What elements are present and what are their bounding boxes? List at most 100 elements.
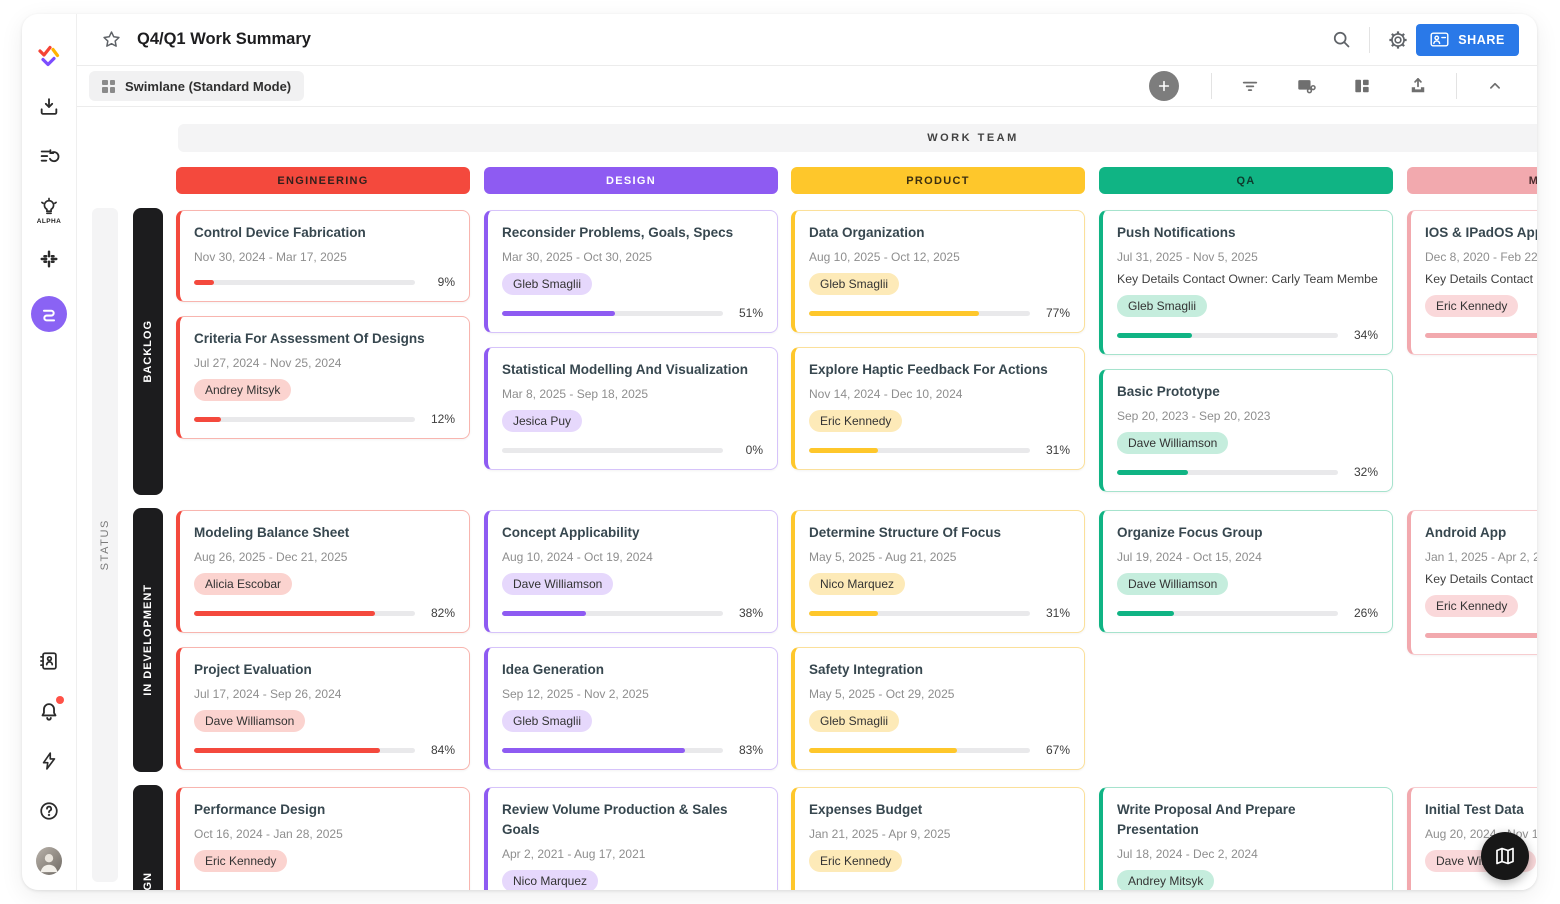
task-card[interactable]: Basic Prototype Sep 20, 2023 - Sep 20, 20… <box>1099 369 1393 492</box>
task-dates: Mar 8, 2025 - Sep 18, 2025 <box>502 387 649 401</box>
task-card[interactable]: Performance Design Oct 16, 2024 - Jan 28,… <box>176 787 470 890</box>
task-card[interactable]: Reconsider Problems, Goals, Specs Mar 30,… <box>484 210 778 333</box>
progress-track <box>502 747 723 753</box>
task-card[interactable]: Criteria For Assessment Of Designs Jul 27… <box>176 316 470 439</box>
task-card[interactable]: Safety Integration May 5, 2025 - Oct 29, … <box>791 647 1085 770</box>
notifications-bell-icon[interactable] <box>36 696 64 724</box>
task-dates: Apr 2, 2021 - Aug 17, 2021 <box>502 847 646 861</box>
progress-track <box>194 416 415 422</box>
app-logo[interactable] <box>36 44 62 70</box>
assignee-chip[interactable]: Dave Williamson <box>502 573 614 595</box>
progress-row: 82% <box>194 606 455 620</box>
import-tray-icon[interactable] <box>36 94 62 120</box>
task-card[interactable]: Modeling Balance Sheet Aug 26, 2025 - Dec… <box>176 510 470 633</box>
help-icon[interactable] <box>36 798 62 824</box>
progress-fill <box>1117 332 1193 338</box>
lane-label-in-development[interactable]: IN DEVELOPMENT <box>133 508 163 772</box>
workspace-icon[interactable] <box>36 246 62 272</box>
column-header-engineering[interactable]: ENGINEERING <box>176 167 470 194</box>
task-card[interactable]: Determine Structure Of Focus May 5, 2025 … <box>791 510 1085 633</box>
assignee-chip[interactable]: Gleb Smaglii <box>1117 295 1208 317</box>
column-header-mobile[interactable]: MOBILE <box>1407 167 1537 194</box>
task-title: Determine Structure Of Focus <box>809 525 1002 540</box>
task-dates: Jan 1, 2025 - Apr 2, 2025 <box>1425 550 1537 564</box>
card-stack: Performance Design Oct 16, 2024 - Jan 28,… <box>176 787 470 890</box>
assignee-chip[interactable]: Nico Marquez <box>502 870 599 890</box>
lane-label-backlog[interactable]: BACKLOG <box>133 208 163 495</box>
user-avatar[interactable] <box>36 847 62 875</box>
task-dates: May 5, 2025 - Aug 21, 2025 <box>809 550 957 564</box>
progress-row: 31% <box>809 443 1070 457</box>
assignee-chip[interactable]: Dave Williamson <box>1117 573 1229 595</box>
assignee-chip[interactable]: Dave Williamson <box>194 710 306 732</box>
assignee-chip[interactable]: Alicia Escobar <box>194 573 293 595</box>
progress-percent: 38% <box>738 606 763 620</box>
task-card[interactable]: Expenses Budget Jan 21, 2025 - Apr 9, 202… <box>791 787 1085 890</box>
task-card[interactable]: Project Evaluation Jul 17, 2024 - Sep 26,… <box>176 647 470 770</box>
add-task-button[interactable] <box>1149 71 1179 101</box>
task-title: Initial Test Data <box>1425 802 1524 817</box>
view-mode-chip[interactable]: Swimlane (Standard Mode) <box>89 71 305 101</box>
filter-icon[interactable] <box>1228 69 1272 103</box>
assignee-chip[interactable]: Eric Kennedy <box>1425 595 1519 617</box>
task-card[interactable]: IOS & IPadOS App Dec 8, 2020 - Feb 22, 20… <box>1407 210 1537 355</box>
column-header-design[interactable]: DESIGN <box>484 167 778 194</box>
task-dates: Oct 16, 2024 - Jan 28, 2025 <box>194 827 343 841</box>
task-card[interactable]: Control Device Fabrication Nov 30, 2024 -… <box>176 210 470 302</box>
collapse-chevron-icon[interactable] <box>1473 69 1517 103</box>
contacts-icon[interactable] <box>36 648 62 674</box>
assignee-chip[interactable]: Jesica Puy <box>502 410 583 432</box>
task-dates: Jul 31, 2025 - Nov 5, 2025 <box>1117 250 1258 264</box>
task-card[interactable]: Statistical Modelling And Visualization M… <box>484 347 778 470</box>
group-header-work-team[interactable]: WORK TEAM <box>178 124 1537 152</box>
share-button[interactable]: SHARE <box>1416 23 1519 56</box>
search-icon[interactable] <box>1323 22 1359 58</box>
settings-gear-icon[interactable] <box>1380 22 1416 58</box>
progress-percent: 51% <box>738 306 763 320</box>
task-card[interactable]: Data Organization Aug 10, 2025 - Oct 12, … <box>791 210 1085 333</box>
column-header-product[interactable]: PRODUCT <box>791 167 1085 194</box>
task-card[interactable]: Review Volume Production & Sales Goals Ap… <box>484 787 778 890</box>
swimlane-view-icon[interactable] <box>31 296 67 332</box>
progress-percent: 67% <box>1045 743 1070 757</box>
task-card[interactable]: Android App Jan 1, 2025 - Apr 2, 2025 Key … <box>1407 510 1537 655</box>
export-icon[interactable] <box>1396 69 1440 103</box>
task-card[interactable]: Push Notifications Jul 31, 2025 - Nov 5, … <box>1099 210 1393 355</box>
assignee-chip[interactable]: Gleb Smaglii <box>502 710 593 732</box>
task-card[interactable]: Write Proposal And Prepare Presentation J… <box>1099 787 1393 890</box>
task-history-icon[interactable] <box>36 144 62 170</box>
task-dates: Aug 10, 2025 - Oct 12, 2025 <box>809 250 960 264</box>
task-card[interactable]: Idea Generation Sep 12, 2025 - Nov 2, 202… <box>484 647 778 770</box>
card-stack: Determine Structure Of Focus May 5, 2025 … <box>791 510 1085 770</box>
assignee-chip[interactable]: Gleb Smaglii <box>502 273 593 295</box>
grid-icon <box>102 79 115 93</box>
assignee-chip[interactable]: Eric Kennedy <box>809 850 903 872</box>
task-card[interactable]: Concept Applicability Aug 10, 2024 - Oct … <box>484 510 778 633</box>
assignee-chip[interactable]: Gleb Smaglii <box>809 273 900 295</box>
assignee-chip[interactable]: Gleb Smaglii <box>809 710 900 732</box>
favorite-star-icon[interactable] <box>97 26 125 54</box>
assignee-chip[interactable]: Eric Kennedy <box>809 410 903 432</box>
quick-actions-lightning-icon[interactable] <box>36 748 62 774</box>
ideas-lamp-icon[interactable]: ALPHA <box>36 194 62 228</box>
assignee-chip[interactable]: Nico Marquez <box>809 573 906 595</box>
task-title: Project Evaluation <box>194 662 312 677</box>
card-settings-icon[interactable] <box>1284 69 1328 103</box>
progress-fill <box>194 279 214 285</box>
lane-label-in-design[interactable]: IN DESIGN <box>133 785 163 890</box>
assignee-chip[interactable]: Andrey Mitsyk <box>194 379 292 401</box>
assignee-chip[interactable]: Eric Kennedy <box>1425 295 1519 317</box>
progress-fill <box>809 447 878 453</box>
progress-fill <box>809 747 958 753</box>
task-title: Organize Focus Group <box>1117 525 1263 540</box>
task-dates: Aug 10, 2024 - Oct 19, 2024 <box>502 550 653 564</box>
assignee-chip[interactable]: Eric Kennedy <box>194 850 288 872</box>
assignee-chip[interactable]: Dave Williamson <box>1117 432 1229 454</box>
task-card[interactable]: Explore Haptic Feedback For Actions Nov 1… <box>791 347 1085 470</box>
board-layout-icon[interactable] <box>1340 69 1384 103</box>
column-header-qa[interactable]: QA <box>1099 167 1393 194</box>
notification-dot <box>56 696 64 704</box>
minimap-button[interactable] <box>1481 832 1529 880</box>
assignee-chip[interactable]: Andrey Mitsyk <box>1117 870 1215 890</box>
task-card[interactable]: Organize Focus Group Jul 19, 2024 - Oct 1… <box>1099 510 1393 633</box>
